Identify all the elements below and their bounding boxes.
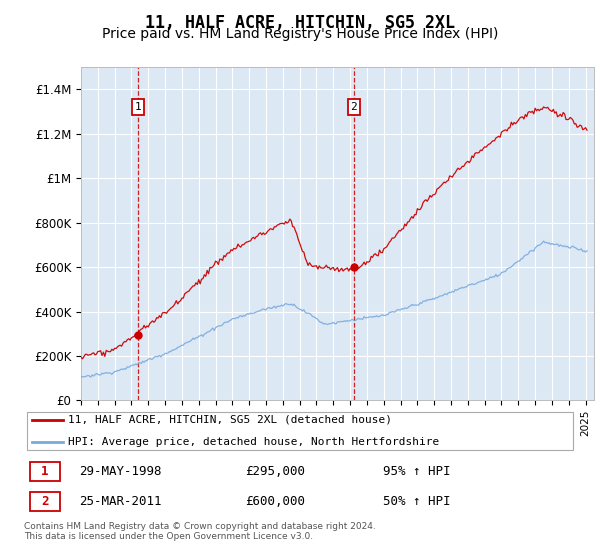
Text: 2: 2 (350, 102, 357, 112)
Text: 25-MAR-2011: 25-MAR-2011 (79, 494, 162, 508)
Text: 1: 1 (41, 465, 49, 478)
Text: 1: 1 (135, 102, 142, 112)
Text: Price paid vs. HM Land Registry's House Price Index (HPI): Price paid vs. HM Land Registry's House … (102, 27, 498, 41)
FancyBboxPatch shape (29, 492, 60, 511)
Text: 11, HALF ACRE, HITCHIN, SG5 2XL: 11, HALF ACRE, HITCHIN, SG5 2XL (145, 14, 455, 32)
Text: HPI: Average price, detached house, North Hertfordshire: HPI: Average price, detached house, Nort… (68, 437, 439, 446)
Text: 2: 2 (41, 494, 49, 508)
Text: 50% ↑ HPI: 50% ↑ HPI (383, 494, 450, 508)
Text: 95% ↑ HPI: 95% ↑ HPI (383, 465, 450, 478)
Text: £295,000: £295,000 (245, 465, 305, 478)
Text: Contains HM Land Registry data © Crown copyright and database right 2024.
This d: Contains HM Land Registry data © Crown c… (24, 522, 376, 542)
Text: 11, HALF ACRE, HITCHIN, SG5 2XL (detached house): 11, HALF ACRE, HITCHIN, SG5 2XL (detache… (68, 415, 392, 424)
Text: £600,000: £600,000 (245, 494, 305, 508)
FancyBboxPatch shape (27, 412, 573, 450)
Text: 29-MAY-1998: 29-MAY-1998 (79, 465, 162, 478)
FancyBboxPatch shape (29, 462, 60, 481)
